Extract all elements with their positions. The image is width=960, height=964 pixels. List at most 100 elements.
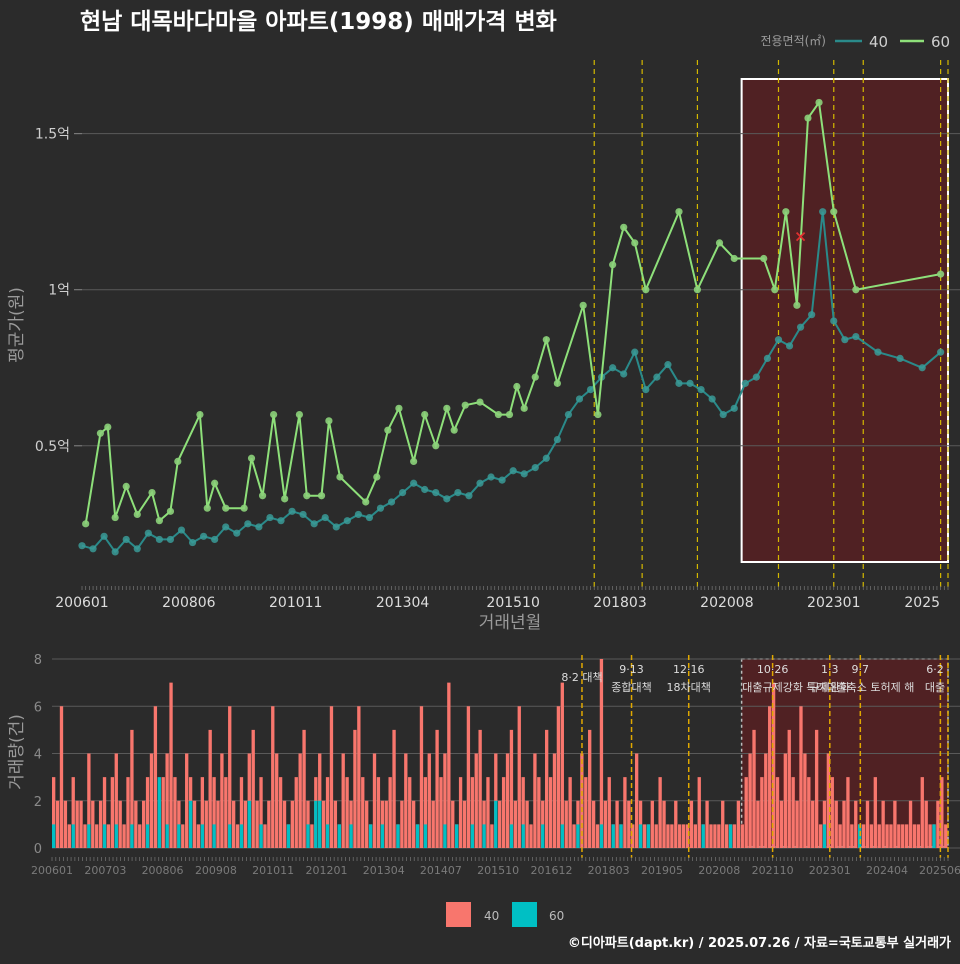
x-tick-label: 202008	[700, 595, 753, 611]
bar-40	[568, 777, 572, 848]
data-point-40	[410, 479, 418, 487]
bar-60	[157, 777, 161, 848]
bar-40	[173, 777, 177, 848]
bar-40	[787, 729, 791, 848]
x-tick-label: 200601	[31, 864, 73, 877]
data-point-40	[122, 535, 130, 544]
bar-40	[724, 824, 729, 848]
data-point-40	[310, 520, 318, 528]
data-point-60	[782, 208, 790, 216]
bar-40	[818, 824, 823, 848]
bar-40	[803, 753, 807, 848]
bar-60	[396, 824, 400, 848]
bar-40	[87, 753, 91, 848]
data-point-40	[918, 364, 926, 372]
data-point-60	[196, 410, 204, 419]
bar-40	[365, 800, 369, 848]
x-tick-label: 202404	[866, 864, 908, 877]
bar-40	[850, 824, 854, 848]
bar-40	[681, 824, 686, 848]
policy-text-label: 대출규제강화	[742, 681, 803, 694]
bar-40	[267, 800, 271, 848]
bar-40	[345, 777, 349, 848]
bar-40	[599, 659, 604, 848]
data-point-40	[937, 348, 945, 356]
data-point-60	[432, 442, 440, 450]
data-point-40	[830, 317, 838, 325]
data-point-40	[730, 404, 738, 412]
bar-60	[165, 824, 169, 848]
y-tick-label: 4	[34, 748, 42, 763]
bar-40	[427, 753, 431, 848]
x-tick-label: 201510	[486, 595, 539, 611]
bar-40	[138, 824, 142, 848]
policy-date-label: 6·2	[926, 663, 944, 676]
bar-40	[940, 777, 944, 848]
bar-40	[901, 824, 905, 848]
bar-40	[71, 777, 75, 848]
x-tick-label: 201803	[588, 864, 630, 877]
data-point-60	[295, 410, 304, 419]
data-point-40	[432, 489, 440, 497]
bar-40	[141, 800, 146, 848]
data-point-40	[421, 485, 429, 494]
data-point-40	[222, 523, 230, 531]
data-point-60	[111, 513, 119, 522]
data-point-60	[642, 286, 650, 294]
bar-40	[271, 706, 275, 848]
bar-40	[95, 824, 99, 848]
bar-60	[619, 824, 623, 848]
x-tick-label: 200908	[195, 864, 237, 877]
data-point-60	[594, 410, 602, 419]
bar-40	[79, 800, 83, 848]
bar-40	[75, 800, 79, 848]
bar-60	[423, 824, 428, 848]
data-point-40	[354, 510, 362, 519]
bar-40	[134, 800, 138, 848]
bar-40	[235, 824, 240, 848]
bar-40	[200, 777, 205, 848]
policy-text-label: 종합대책	[611, 681, 651, 694]
bar-40	[548, 777, 553, 848]
y-tick-label: 6	[34, 700, 42, 715]
bar-40	[67, 824, 71, 848]
policy-date-label: 10·26	[757, 663, 789, 676]
bar-40	[654, 824, 658, 848]
bar-60	[188, 800, 193, 848]
data-point-40	[796, 323, 805, 331]
bar-40	[877, 824, 881, 848]
data-point-40	[465, 492, 473, 500]
bar-40	[889, 824, 893, 848]
marker-cross	[795, 232, 806, 242]
bar-40	[462, 800, 467, 848]
bar-40	[670, 824, 674, 848]
data-point-40	[620, 370, 628, 378]
bar-40	[263, 824, 267, 848]
bar-60	[380, 824, 384, 848]
data-point-40	[155, 535, 163, 544]
chart-title: 현남 대목바다마을 아파트(1998) 매매가격 변화	[80, 9, 557, 35]
bar-40	[826, 753, 831, 848]
bar-40	[674, 800, 678, 848]
bottom-y-ticks: 0 2 4 6 8	[34, 653, 42, 857]
bar-40	[212, 777, 216, 848]
y-tick-label: 1억	[48, 283, 70, 299]
bar-40	[658, 777, 662, 848]
bar-40	[928, 824, 932, 848]
bar-40	[102, 777, 107, 848]
legend-title: 전용면적(㎡)	[760, 34, 826, 48]
current-marker	[795, 232, 806, 242]
data-point-60	[542, 336, 550, 344]
bar-40	[361, 777, 365, 848]
legend-swatch-bar-40	[446, 902, 471, 927]
data-point-60	[494, 410, 503, 419]
bar-40	[275, 753, 279, 848]
bar-40	[591, 800, 596, 848]
data-point-40	[763, 354, 772, 362]
data-point-40	[133, 545, 141, 553]
bar-40	[400, 800, 404, 848]
bar-40	[584, 777, 588, 848]
data-point-40	[498, 476, 506, 484]
bar-40	[376, 777, 381, 848]
bar-40	[145, 777, 150, 848]
